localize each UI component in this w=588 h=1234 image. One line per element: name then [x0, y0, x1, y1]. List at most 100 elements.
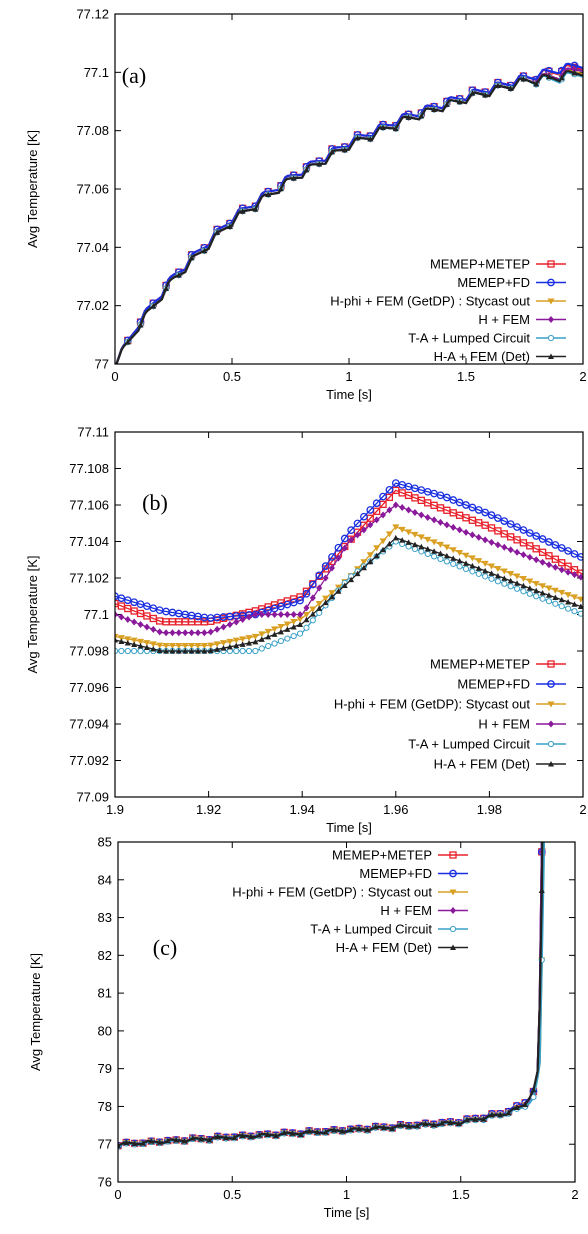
data-point [385, 531, 393, 538]
data-point [148, 1138, 155, 1144]
data-point [207, 647, 214, 654]
data-point [162, 643, 170, 650]
y-tick-label: 77.04 [76, 240, 109, 255]
data-point [405, 539, 412, 545]
y-tick-label: 77.1 [84, 607, 109, 622]
data-point [149, 641, 157, 648]
data-point [115, 611, 118, 618]
data-point [558, 589, 566, 596]
y-tick-label: 77 [98, 1137, 112, 1152]
legend-marker [450, 944, 456, 950]
data-point [475, 570, 482, 577]
data-point [182, 648, 189, 654]
data-point [194, 648, 201, 654]
data-point [380, 546, 387, 553]
data-point [143, 644, 150, 651]
data-point [169, 648, 176, 654]
data-point [335, 588, 342, 594]
data-point [277, 637, 285, 645]
data-point [364, 1126, 371, 1133]
y-tick-label: 77.11 [77, 425, 109, 440]
data-point [220, 645, 227, 651]
data-point [118, 1142, 121, 1149]
data-point [348, 576, 355, 583]
data-point [328, 148, 335, 155]
data-point [290, 175, 297, 181]
data-point [156, 647, 163, 654]
data-point [397, 1122, 404, 1128]
series-3 [118, 842, 546, 1150]
plot-area [115, 61, 583, 364]
data-point [296, 596, 304, 605]
series-line [115, 489, 583, 623]
data-point [226, 223, 233, 229]
data-point [545, 592, 552, 598]
data-point [239, 641, 246, 647]
data-point [481, 560, 489, 567]
data-point [124, 640, 131, 646]
y-axis-label: Avg Temperature [K] [25, 130, 40, 248]
data-point [322, 1129, 329, 1135]
data-point [379, 492, 387, 501]
data-point [564, 547, 572, 555]
data-point [468, 555, 476, 562]
data-point [297, 1131, 304, 1137]
data-point [117, 635, 125, 642]
data-point [207, 642, 215, 649]
data-point [539, 558, 546, 566]
data-point [520, 588, 527, 595]
data-point [526, 585, 533, 591]
x-tick-label: 1.94 [290, 802, 315, 817]
data-point [265, 642, 272, 650]
plot-frame [114, 13, 584, 365]
data-point [526, 578, 534, 585]
legend-marker [547, 660, 555, 668]
legend: MEMEP+METEP MEMEP+FD H-phi + FEM (GetDP) :… [232, 848, 468, 955]
data-point [443, 544, 451, 551]
data-point [545, 73, 552, 80]
data-point [380, 1124, 387, 1131]
data-point [552, 594, 559, 600]
data-point [488, 538, 495, 546]
data-point [354, 570, 361, 577]
data-point [289, 1130, 296, 1136]
data-point [316, 605, 323, 611]
data-point [500, 517, 509, 525]
legend-label: T-A + Lumped Circuit [310, 922, 432, 937]
data-point [392, 524, 400, 531]
data-point [570, 594, 578, 601]
data-point [507, 577, 514, 584]
data-point [277, 185, 284, 192]
data-point [392, 534, 399, 541]
data-point [494, 578, 502, 585]
data-point [347, 526, 355, 534]
data-point [526, 590, 533, 597]
data-point [571, 601, 578, 607]
data-point [494, 566, 502, 573]
data-point [367, 135, 374, 142]
y-tick-label: 77.12 [76, 7, 109, 22]
y-tick-label: 77.104 [69, 534, 109, 549]
data-point [296, 630, 304, 637]
data-point [385, 485, 394, 494]
data-point [571, 70, 578, 76]
data-point [239, 636, 247, 643]
legend-marker [548, 761, 554, 767]
series-6 [118, 842, 545, 1149]
data-point [558, 603, 565, 610]
data-point [520, 551, 527, 559]
legend-label: MEMEP+FD [359, 866, 432, 881]
data-point [424, 550, 431, 558]
data-point [131, 618, 138, 626]
legend-marker [449, 925, 457, 933]
data-point [246, 613, 253, 621]
data-point [437, 555, 444, 563]
legend-label: MEMEP+METEP [430, 657, 530, 672]
y-tick-label: 77.098 [69, 644, 109, 659]
legend-marker [548, 353, 554, 359]
data-point [538, 535, 547, 543]
data-point [150, 646, 157, 652]
data-point [564, 592, 572, 599]
legend: MEMEP+METEP MEMEP+FD H-phi + FEM (GetDP) :… [330, 257, 566, 364]
data-point [175, 629, 182, 637]
